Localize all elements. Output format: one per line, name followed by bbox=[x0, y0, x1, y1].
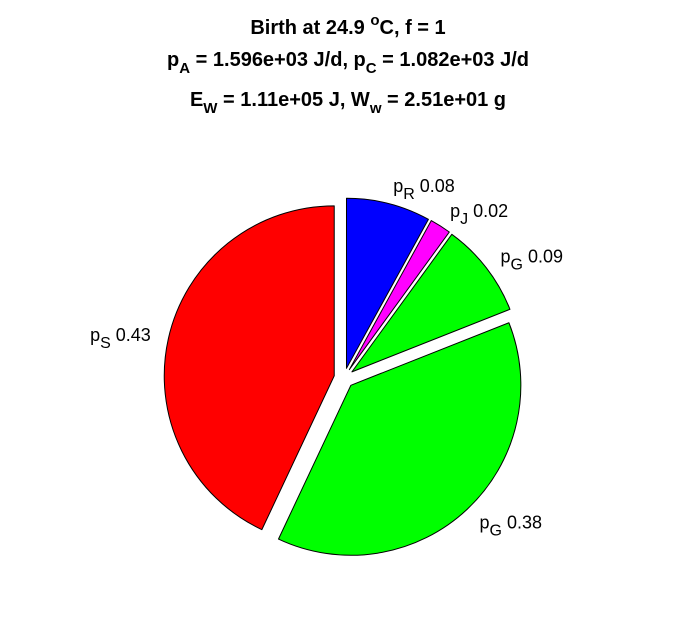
chart-title: Birth at 24.9 oC, f = 1 pA = 1.596e+03 J/… bbox=[167, 12, 529, 117]
slice-label-p-g-3: pG 0.09 bbox=[501, 247, 564, 274]
slice-label-p-g-4: pG 0.38 bbox=[480, 512, 543, 539]
pie-slice-p-r-1 bbox=[345, 197, 429, 369]
chart-title-line-1: Birth at 24.9 oC, f = 1 bbox=[250, 12, 445, 39]
chart-title-line-2: pA = 1.596e+03 J/d, pC = 1.082e+03 J/d bbox=[167, 49, 529, 77]
pie-slice-p-g-3 bbox=[351, 233, 511, 373]
chart-title-line-3: EW = 1.11e+05 J, Ww = 2.51e+01 g bbox=[190, 89, 506, 117]
pie-slices bbox=[163, 197, 522, 556]
pie-slice-p-j-2 bbox=[348, 220, 450, 371]
slice-label-p-r-1: pR 0.08 bbox=[393, 176, 455, 203]
slice-label-p-s-5: pS 0.43 bbox=[90, 325, 151, 352]
slice-label-p-j-2: pJ 0.02 bbox=[450, 201, 508, 228]
pie-slice-p-s-5 bbox=[163, 205, 335, 531]
pie-slice-p-g-4 bbox=[277, 322, 522, 556]
